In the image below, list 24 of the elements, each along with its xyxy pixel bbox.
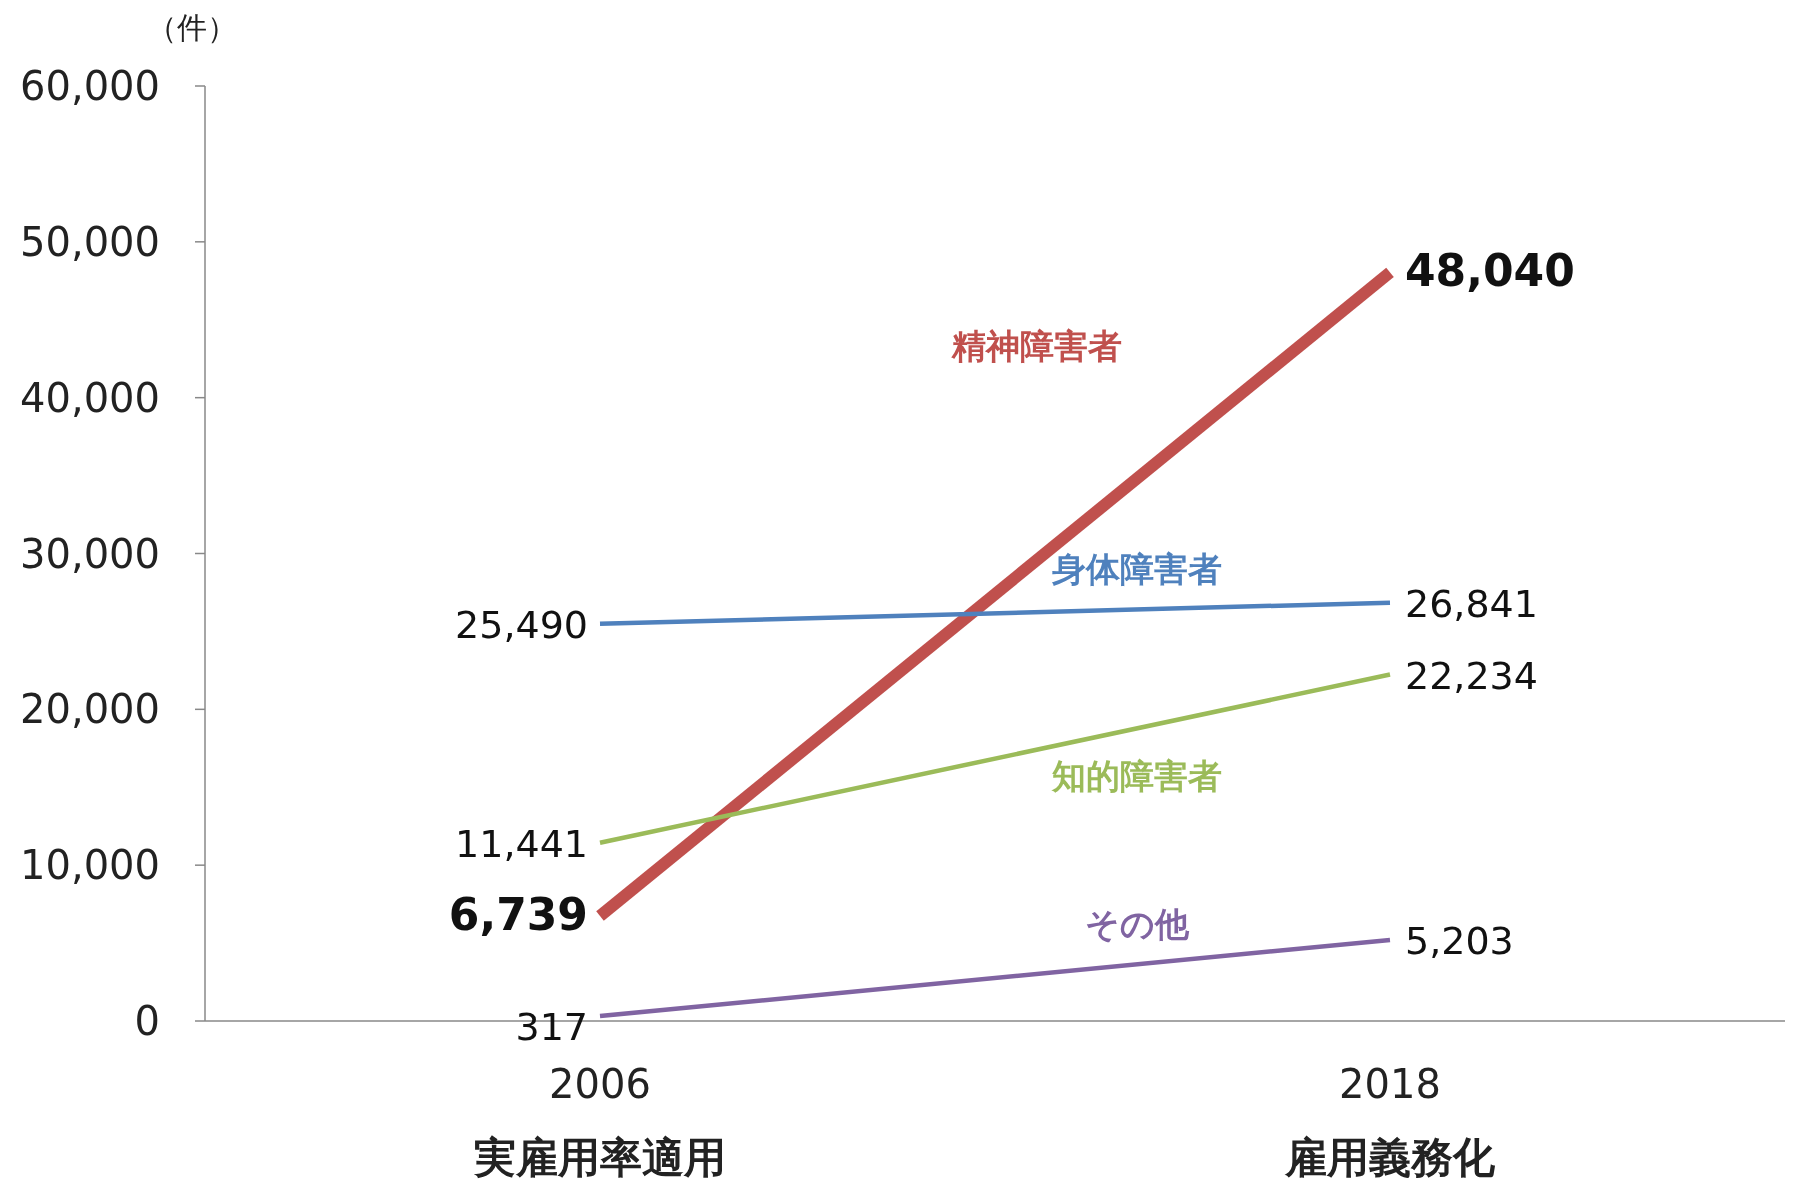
text: 精神障害者 — [951, 326, 1123, 367]
y-tick-label: 40,000 — [20, 374, 160, 421]
series-label: 知的障害者 — [1051, 756, 1223, 797]
series-label: 身体障害者 — [1051, 549, 1223, 590]
data-label: 5,203 — [1405, 918, 1514, 963]
data-label: 6,739 — [448, 888, 588, 940]
y-tick-label: 50,000 — [20, 218, 160, 265]
data-label: 26,841 — [1405, 581, 1538, 626]
data-label: 11,441 — [455, 821, 588, 866]
text: 実雇用率適用 — [473, 1133, 726, 1182]
data-label: 22,234 — [1405, 653, 1538, 698]
data-label: 25,490 — [455, 602, 588, 647]
data-label: 48,040 — [1405, 245, 1575, 297]
text: 雇用義務化 — [1284, 1133, 1496, 1182]
y-tick-label: 10,000 — [20, 842, 160, 889]
data-label: 317 — [515, 1005, 588, 1050]
y-axis-title: （件） — [147, 10, 237, 45]
y-tick-label: 60,000 — [20, 63, 160, 109]
y-tick-label: 30,000 — [20, 530, 160, 577]
series-label: その他 — [1085, 904, 1191, 945]
y-tick-label: 20,000 — [20, 686, 160, 733]
y-tick-label: 0 — [134, 998, 160, 1044]
x-tick-label: 2018 — [1339, 1061, 1441, 1107]
x-tick-label: 2006 — [549, 1061, 651, 1107]
